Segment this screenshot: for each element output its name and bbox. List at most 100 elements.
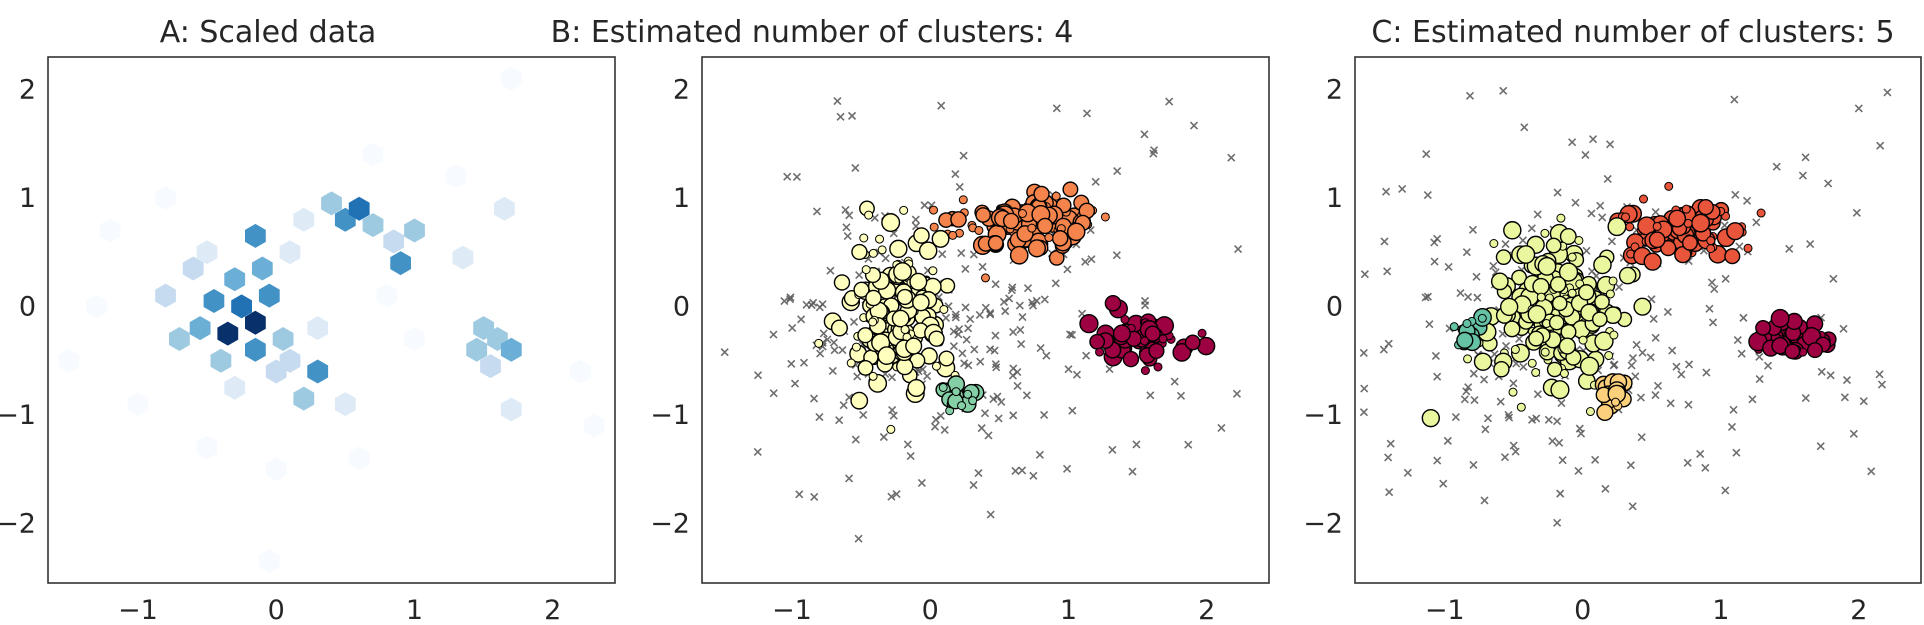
noise-point xyxy=(906,451,915,461)
cluster-point xyxy=(1532,277,1550,296)
panel-b-title: B: Estimated number of clusters: 4 xyxy=(551,15,1074,50)
hexbin-cell xyxy=(155,283,176,308)
noise-point xyxy=(1555,438,1564,447)
cluster-point xyxy=(893,262,912,282)
noise-point xyxy=(1826,371,1835,380)
noise-point xyxy=(1730,95,1739,104)
noise-point xyxy=(1649,314,1658,323)
noise-point xyxy=(1556,489,1565,498)
noise-point xyxy=(1504,410,1513,420)
noise-point xyxy=(1170,377,1179,386)
noise-point xyxy=(1035,450,1044,459)
noise-point xyxy=(769,389,778,398)
cluster-point xyxy=(968,396,978,406)
noise-point xyxy=(1465,91,1475,100)
noise-point xyxy=(1603,174,1612,184)
noise-point xyxy=(847,111,857,120)
noise-point xyxy=(1472,272,1481,281)
cluster-point xyxy=(1051,230,1069,247)
noise-point xyxy=(1636,393,1645,402)
noise-point xyxy=(851,435,860,444)
cluster-point xyxy=(938,382,948,392)
noise-point xyxy=(1729,405,1738,414)
cluster-point xyxy=(1604,351,1614,361)
cluster-point xyxy=(1148,342,1165,360)
noise-point xyxy=(1672,362,1681,371)
x-tick-label: 0 xyxy=(1574,595,1591,625)
noise-point xyxy=(1558,456,1567,465)
hexbin-cell xyxy=(155,186,176,210)
noise-point xyxy=(1852,208,1861,217)
cluster-point xyxy=(931,361,941,371)
noise-point xyxy=(1582,246,1591,255)
panel-c-frame xyxy=(1354,56,1922,584)
y-tick-label: 2 xyxy=(19,75,36,106)
x-tick-label: 1 xyxy=(406,595,423,625)
cluster-point xyxy=(1066,222,1086,242)
noise-point xyxy=(892,490,901,499)
y-tick-label: −2 xyxy=(0,508,36,539)
noise-point xyxy=(1066,330,1075,339)
cluster-point xyxy=(830,319,848,337)
cluster-point xyxy=(859,233,869,243)
cluster-point xyxy=(1510,345,1520,355)
noise-point xyxy=(1829,274,1838,283)
noise-point xyxy=(1806,239,1815,249)
hexbin-cell xyxy=(500,337,522,362)
noise-point xyxy=(887,492,896,501)
noise-point xyxy=(1456,289,1465,298)
x-tick-label: 0 xyxy=(922,595,939,625)
noise-point xyxy=(941,313,951,323)
cluster-point xyxy=(1044,233,1054,243)
noise-point xyxy=(1042,351,1051,360)
noise-point xyxy=(1707,278,1716,287)
noise-point xyxy=(1557,398,1566,408)
noise-point xyxy=(1489,261,1498,270)
cluster-point xyxy=(948,230,958,240)
cluster-point xyxy=(928,266,938,276)
cluster-point xyxy=(907,378,926,398)
noise-point xyxy=(1596,201,1605,210)
cluster-point xyxy=(1462,318,1472,328)
noise-point xyxy=(783,172,792,181)
cluster-point xyxy=(1596,403,1614,422)
panel-c-title: C: Estimated number of clusters: 5 xyxy=(1371,15,1894,50)
cluster-point xyxy=(1724,248,1741,265)
noise-point xyxy=(951,310,960,319)
cluster-point xyxy=(1621,212,1631,222)
cluster-point xyxy=(877,346,897,365)
noise-point xyxy=(1469,460,1478,469)
cluster-point xyxy=(974,225,984,235)
noise-point xyxy=(986,510,995,519)
cluster-point xyxy=(929,222,939,232)
noise-point xyxy=(1128,467,1137,476)
panel-b: B: Estimated number of clusters: 4 −1 0 1 2… xyxy=(551,15,1270,625)
cluster-point xyxy=(877,245,887,255)
noise-point xyxy=(1385,488,1394,497)
noise-point xyxy=(1013,367,1022,377)
cluster-point xyxy=(1706,244,1716,254)
noise-point xyxy=(1683,458,1692,467)
noise-point xyxy=(964,324,973,333)
x-tick-label: −1 xyxy=(118,595,158,625)
noise-point xyxy=(975,310,984,319)
noise-point xyxy=(1666,399,1675,408)
hexbin-cell xyxy=(217,321,239,346)
hexbin-cell xyxy=(231,294,252,319)
noise-point xyxy=(1403,468,1412,477)
hexbin-cell xyxy=(182,256,204,281)
cluster-point xyxy=(1609,330,1619,340)
noise-point xyxy=(1227,153,1236,162)
noise-point xyxy=(1883,88,1892,97)
noise-point xyxy=(1463,292,1473,302)
cluster-point xyxy=(1027,223,1037,233)
noise-point xyxy=(1384,339,1393,348)
cluster-point xyxy=(886,424,896,434)
cluster-point xyxy=(951,387,961,397)
noise-point xyxy=(1443,436,1452,445)
noise-point xyxy=(807,300,816,310)
cluster-point xyxy=(1002,212,1020,230)
noise-point xyxy=(1631,372,1640,381)
noise-point xyxy=(787,359,796,368)
hexbin-cell xyxy=(196,240,218,265)
